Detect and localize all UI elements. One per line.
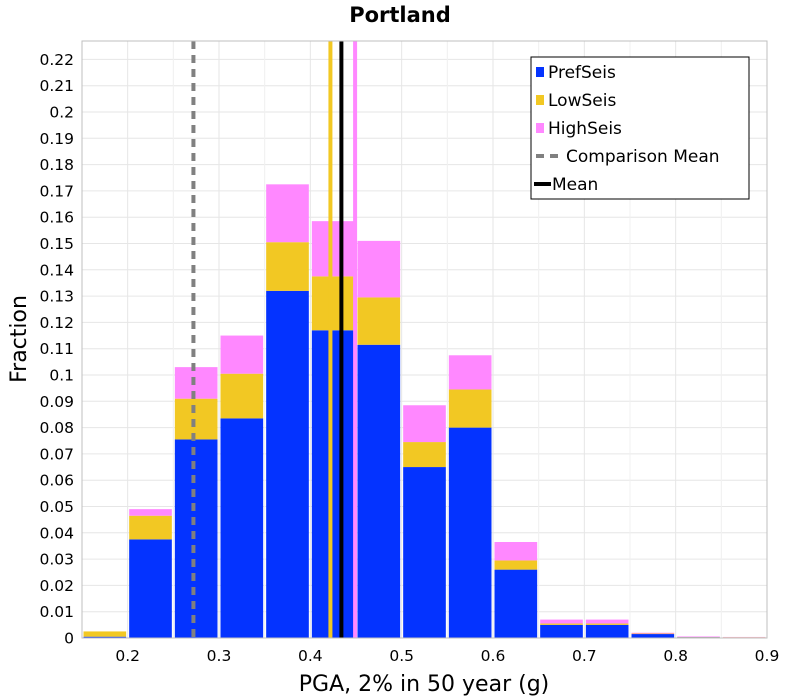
- y-tick-label: 0.15: [39, 235, 74, 253]
- legend-label: Mean: [552, 175, 598, 195]
- bar-lowseis: [357, 297, 401, 345]
- bar-prefseis: [357, 344, 401, 638]
- bar-lowseis: [129, 515, 172, 540]
- bar-lowseis: [494, 560, 538, 570]
- bar-prefseis: [403, 467, 446, 638]
- bar-highseis: [357, 240, 401, 298]
- x-tick-label: 0.8: [663, 647, 688, 665]
- legend-swatch-highseis: [536, 123, 544, 133]
- bar-highseis: [540, 619, 583, 624]
- y-tick-label: 0.01: [39, 603, 74, 621]
- bar-highseis: [494, 542, 538, 561]
- y-tick-label: 0.08: [39, 419, 74, 437]
- x-tick-label: 0.3: [207, 647, 232, 665]
- y-tick-label: 0.13: [39, 288, 74, 306]
- x-tick-label: 0.5: [389, 647, 414, 665]
- bar-highseis: [403, 405, 446, 443]
- legend-label: PrefSeis: [548, 63, 616, 83]
- y-tick-label: 0.22: [39, 51, 74, 69]
- bar-highseis: [266, 184, 309, 243]
- x-axis-label: PGA, 2% in 50 year (g): [299, 672, 550, 697]
- bar-prefseis: [174, 439, 218, 638]
- x-tick-label: 0.2: [115, 647, 140, 665]
- y-axis-label: Fraction: [7, 295, 32, 383]
- x-tick-label: 0.4: [298, 647, 323, 665]
- legend-swatch-prefseis: [536, 67, 544, 77]
- bar-prefseis: [448, 427, 492, 638]
- bar-highseis: [585, 619, 629, 624]
- y-tick-label: 0.11: [39, 340, 74, 358]
- y-tick-label: 0.21: [39, 77, 74, 95]
- bar-lowseis: [631, 633, 675, 635]
- chart-title: Portland: [349, 3, 451, 27]
- bar-prefseis: [585, 624, 629, 638]
- y-tick-label: 0.04: [39, 524, 74, 542]
- bar-prefseis: [311, 330, 355, 638]
- y-tick-label: 0.05: [39, 498, 74, 516]
- y-tick-label: 0.19: [39, 130, 74, 148]
- bar-highseis: [220, 335, 264, 374]
- bar-lowseis: [266, 242, 309, 291]
- bar-highseis: [677, 636, 720, 637]
- bar-lowseis: [403, 442, 446, 468]
- legend-label: HighSeis: [548, 119, 622, 139]
- bar-prefseis: [220, 418, 264, 638]
- bar-prefseis: [631, 634, 675, 638]
- y-tick-label: 0.07: [39, 445, 74, 463]
- y-tick-label: 0.02: [39, 577, 74, 595]
- bar-lowseis: [174, 398, 218, 440]
- y-tick-label: 0.06: [39, 472, 74, 490]
- legend-box: [530, 56, 750, 200]
- bar-prefseis: [494, 569, 538, 638]
- bar-highseis: [174, 367, 218, 399]
- legend: PrefSeis LowSeis HighSeis Comparison Mean Me…: [530, 56, 750, 200]
- bar-prefseis: [83, 636, 127, 638]
- bar-lowseis: [311, 276, 355, 331]
- bar-highseis: [129, 509, 172, 516]
- bar-lowseis: [540, 623, 583, 625]
- y-tick-label: 0.16: [39, 209, 74, 227]
- bar-prefseis: [129, 539, 172, 638]
- y-tick-label: 0.17: [39, 182, 74, 200]
- bar-prefseis: [266, 290, 309, 638]
- x-tick-label: 0.6: [481, 647, 506, 665]
- legend-label: LowSeis: [548, 91, 616, 111]
- bar-lowseis: [83, 631, 127, 637]
- plot-border: [81, 40, 768, 639]
- y-tick-label: 0.12: [39, 314, 74, 332]
- x-tick-label: 0.9: [755, 647, 780, 665]
- bar-lowseis: [220, 373, 264, 419]
- y-tick-label: 0.18: [39, 156, 74, 174]
- bar-highseis: [311, 221, 355, 277]
- bar-highseis: [631, 632, 675, 634]
- y-tick-label: 0.14: [39, 261, 74, 279]
- bar-highseis: [448, 355, 492, 390]
- legend-label: Comparison Mean: [566, 147, 720, 167]
- bar-lowseis: [585, 623, 629, 625]
- legend-swatch-lowseis: [536, 95, 544, 105]
- y-tick-label: 0.09: [39, 393, 74, 411]
- y-tick-label: 0.03: [39, 551, 74, 569]
- x-tick-label: 0.7: [572, 647, 597, 665]
- y-tick-label: 0.2: [49, 104, 74, 122]
- bar-prefseis: [540, 624, 583, 638]
- y-tick-label: 0: [64, 630, 74, 648]
- y-tick-label: 0.1: [49, 367, 74, 385]
- bar-lowseis: [448, 389, 492, 428]
